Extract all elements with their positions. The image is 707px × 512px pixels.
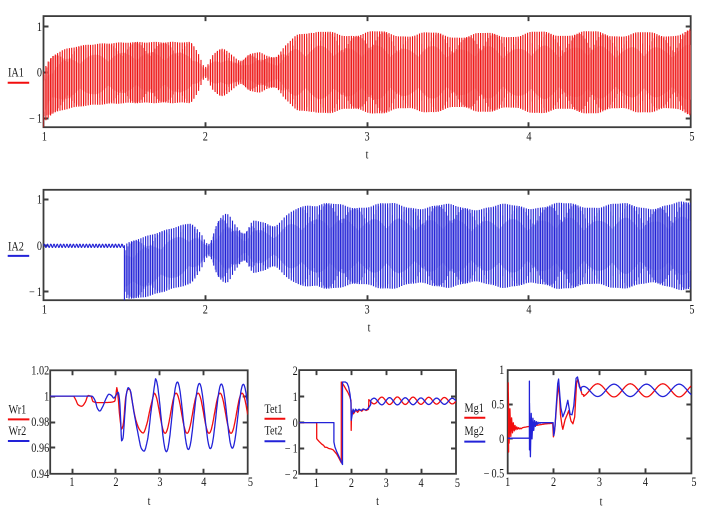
- svg-text:− 2: − 2: [285, 469, 298, 482]
- svg-text:− 1: − 1: [285, 443, 298, 456]
- svg-text:4: 4: [201, 476, 206, 489]
- svg-text:4: 4: [643, 476, 648, 489]
- svg-text:0.5: 0.5: [491, 399, 504, 412]
- svg-text:Mg1: Mg1: [465, 402, 485, 415]
- svg-text:5: 5: [455, 477, 460, 490]
- svg-text:2: 2: [551, 476, 556, 489]
- svg-text:Wr2: Wr2: [9, 425, 27, 438]
- svg-text:1: 1: [314, 477, 319, 490]
- svg-text:t: t: [600, 496, 604, 509]
- svg-text:4: 4: [419, 477, 424, 490]
- svg-text:1: 1: [44, 390, 49, 403]
- svg-text:2: 2: [203, 304, 208, 317]
- svg-text:4: 4: [526, 131, 531, 144]
- svg-text:0: 0: [37, 67, 42, 80]
- svg-text:1: 1: [37, 21, 42, 34]
- svg-text:5: 5: [691, 476, 696, 489]
- svg-text:t: t: [148, 495, 152, 508]
- svg-text:t: t: [368, 322, 372, 335]
- svg-text:0: 0: [499, 433, 504, 446]
- svg-text:2: 2: [293, 365, 298, 378]
- svg-text:1: 1: [42, 304, 47, 317]
- svg-text:5: 5: [689, 304, 694, 317]
- svg-text:1: 1: [505, 476, 510, 489]
- svg-text:1: 1: [42, 131, 47, 144]
- svg-text:1: 1: [499, 364, 504, 377]
- svg-text:IA1: IA1: [8, 66, 24, 79]
- svg-text:3: 3: [384, 477, 389, 490]
- svg-text:Mg2: Mg2: [465, 425, 485, 438]
- svg-text:t: t: [366, 149, 370, 162]
- svg-text:0: 0: [37, 240, 42, 253]
- svg-text:4: 4: [526, 304, 531, 317]
- svg-text:Tet2: Tet2: [265, 425, 283, 438]
- svg-text:0.96: 0.96: [31, 442, 49, 455]
- svg-text:3: 3: [157, 476, 162, 489]
- svg-text:− 1: − 1: [29, 113, 42, 126]
- svg-text:2: 2: [113, 476, 118, 489]
- svg-text:− 0.5: − 0.5: [484, 468, 505, 481]
- svg-text:− 1: − 1: [29, 286, 42, 299]
- svg-text:Wr1: Wr1: [9, 403, 27, 416]
- svg-text:IA2: IA2: [8, 240, 24, 253]
- svg-text:Tet1: Tet1: [265, 403, 283, 416]
- svg-text:2: 2: [349, 477, 354, 490]
- svg-text:1: 1: [293, 391, 298, 404]
- svg-text:3: 3: [597, 476, 602, 489]
- svg-text:5: 5: [689, 131, 694, 144]
- svg-text:3: 3: [365, 131, 370, 144]
- svg-text:0.98: 0.98: [31, 416, 49, 429]
- svg-text:t: t: [376, 495, 380, 508]
- svg-text:0.94: 0.94: [31, 468, 49, 481]
- svg-text:0: 0: [293, 417, 298, 430]
- svg-text:1: 1: [69, 476, 74, 489]
- svg-text:1: 1: [37, 194, 42, 207]
- svg-text:3: 3: [365, 304, 370, 317]
- svg-text:1.02: 1.02: [31, 365, 49, 378]
- svg-text:2: 2: [203, 131, 208, 144]
- svg-text:5: 5: [248, 476, 253, 489]
